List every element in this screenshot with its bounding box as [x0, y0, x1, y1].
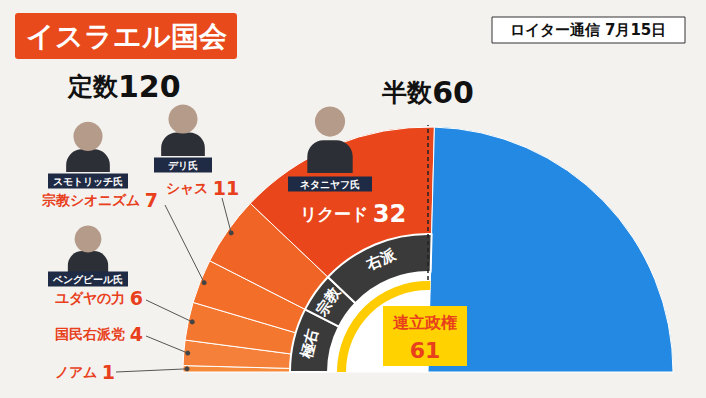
svg-text:1: 1 — [102, 361, 115, 383]
svg-text:6: 6 — [130, 287, 143, 309]
svg-text:定数: 定数 — [67, 72, 119, 101]
svg-text:ロイター通信 7月15日: ロイター通信 7月15日 — [510, 21, 667, 39]
svg-text:ベングビール氏: ベングビール氏 — [52, 274, 123, 285]
svg-text:デリ氏: デリ氏 — [168, 160, 198, 171]
svg-text:半数: 半数 — [381, 78, 433, 107]
svg-text:ユダヤの力: ユダヤの力 — [55, 290, 125, 306]
svg-text:宗教: 宗教 — [312, 283, 345, 320]
svg-text:右派: 右派 — [363, 245, 399, 274]
svg-text:極右: 極右 — [297, 327, 322, 361]
svg-text:イスラエル国会: イスラエル国会 — [26, 20, 227, 53]
svg-text:120: 120 — [118, 69, 181, 104]
svg-text:61: 61 — [410, 338, 441, 363]
svg-text:連立政権: 連立政権 — [393, 313, 457, 332]
svg-text:7: 7 — [145, 189, 158, 211]
svg-text:リクード: リクード — [300, 204, 368, 224]
svg-text:国民右派党: 国民右派党 — [55, 326, 125, 342]
svg-text:シャス: シャス — [166, 180, 208, 196]
svg-text:4: 4 — [130, 323, 143, 345]
svg-text:32: 32 — [373, 200, 406, 228]
svg-text:11: 11 — [213, 177, 239, 199]
svg-text:ネタニヤフ氏: ネタニヤフ氏 — [300, 179, 360, 190]
svg-text:スモトリッチ氏: スモトリッチ氏 — [53, 176, 123, 187]
svg-text:ノアム: ノアム — [55, 364, 97, 380]
svg-text:宗教シオニズム: 宗教シオニズム — [41, 192, 140, 208]
svg-text:60: 60 — [432, 75, 474, 110]
